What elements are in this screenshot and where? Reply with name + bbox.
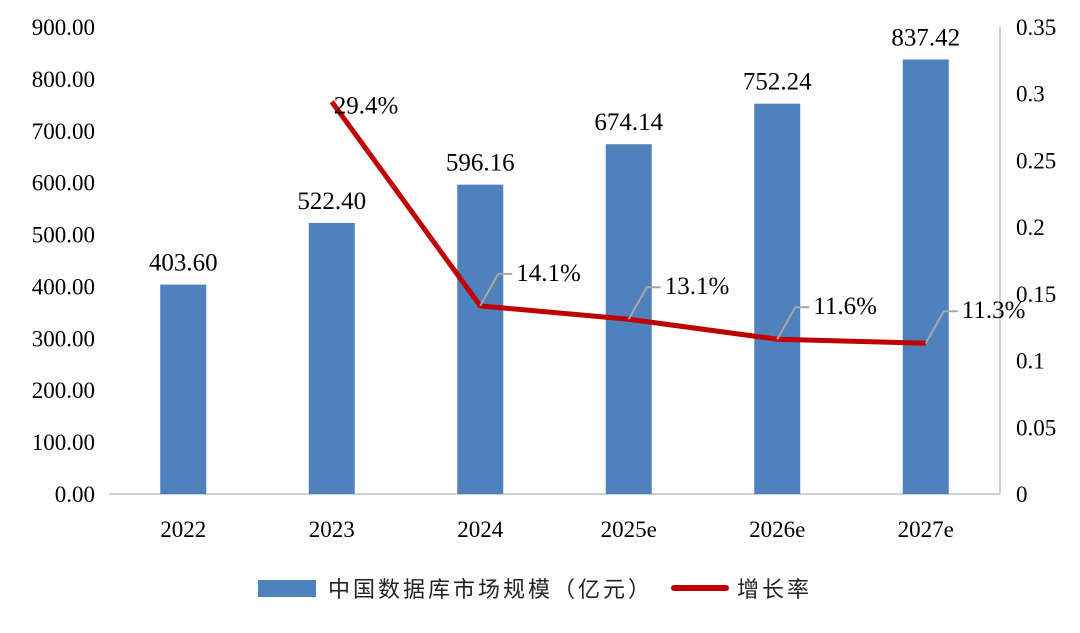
line-data-label: 13.1%	[665, 273, 730, 300]
line-data-label: 11.6%	[813, 293, 877, 320]
left-axis-tick-label: 400.00	[32, 274, 95, 299]
leader-line	[479, 272, 513, 307]
bar-data-label: 403.60	[149, 250, 218, 277]
right-axis-tick-label: 0.1	[1016, 349, 1045, 374]
leader-line	[924, 310, 958, 344]
x-axis-tick-label: 2023	[309, 517, 355, 542]
bar-data-label: 674.14	[594, 109, 663, 136]
right-axis-tick-label: 0.05	[1016, 415, 1056, 440]
x-axis-tick-label: 2025e	[601, 517, 657, 542]
x-axis-tick-label: 2026e	[749, 517, 805, 542]
legend-line-swatch	[671, 585, 730, 591]
line-data-label: 11.3%	[962, 297, 1026, 324]
legend-bar-label: 中国数据库市场规模（亿元）	[328, 578, 654, 603]
left-axis-tick-label: 600.00	[32, 171, 95, 196]
legend-bar-swatch	[258, 579, 316, 597]
line-data-label: 14.1%	[516, 260, 581, 287]
left-axis-tick-label: 300.00	[32, 326, 95, 351]
left-axis-tick-label: 800.00	[32, 67, 95, 92]
right-axis-tick-label: 0	[1016, 482, 1028, 507]
right-axis-tick-label: 0.25	[1016, 148, 1056, 173]
line-data-label: 29.4%	[334, 93, 399, 120]
left-axis-tick-label: 700.00	[32, 119, 95, 144]
legend-line-label: 增长率	[737, 578, 813, 603]
right-axis-tick-label: 0.15	[1016, 282, 1056, 307]
bar	[457, 184, 504, 495]
left-axis-tick-label: 200.00	[32, 378, 95, 403]
bar-data-label: 837.42	[891, 24, 960, 51]
legend: 中国数据库市场规模（亿元） 增长率	[258, 572, 812, 604]
left-axis-tick-label: 100.00	[32, 430, 95, 455]
bar	[754, 103, 801, 494]
leader-line	[776, 306, 810, 340]
right-axis-tick-label: 0.2	[1016, 215, 1045, 240]
x-axis-tick-label: 2024	[457, 517, 504, 542]
left-axis-tick-label: 900.00	[32, 15, 95, 40]
x-axis-tick-label: 2022	[160, 517, 206, 542]
left-axis-tick-label: 500.00	[32, 223, 95, 248]
bar-data-label: 522.40	[297, 188, 366, 215]
leader-line	[627, 286, 661, 320]
x-axis-tick-label: 2027e	[898, 517, 954, 542]
bar	[160, 284, 207, 494]
right-axis-tick-label: 0.35	[1016, 15, 1056, 40]
bar	[902, 59, 949, 494]
bar-data-label: 596.16	[446, 150, 515, 177]
left-axis-tick-label: 0.00	[55, 482, 95, 507]
bar	[308, 222, 355, 495]
bar-data-label: 752.24	[743, 69, 812, 96]
right-axis-tick-label: 0.3	[1016, 82, 1045, 107]
